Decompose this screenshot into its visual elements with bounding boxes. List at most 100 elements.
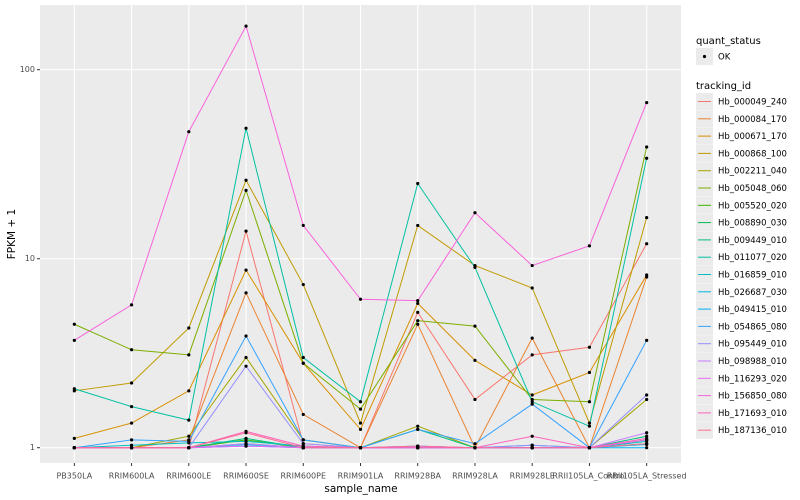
data-point xyxy=(416,427,420,431)
x-tick-label: RRII105LA_Control xyxy=(552,472,626,481)
data-point xyxy=(244,178,248,182)
data-point xyxy=(645,156,649,160)
legend-label: Hb_171693_010 xyxy=(718,409,787,419)
data-point xyxy=(473,358,477,362)
data-point xyxy=(530,400,534,404)
data-point xyxy=(72,338,76,342)
data-point xyxy=(645,397,649,402)
legend-label: Hb_000671_170 xyxy=(718,132,787,142)
x-tick-label: RRIM600PE xyxy=(281,472,327,481)
data-point xyxy=(301,223,305,228)
legend-point xyxy=(702,54,707,59)
data-point xyxy=(416,322,420,326)
data-point xyxy=(473,265,477,269)
data-point xyxy=(244,334,248,338)
data-point xyxy=(358,400,363,404)
data-point xyxy=(473,324,477,328)
data-point xyxy=(244,126,248,130)
data-point xyxy=(358,446,363,450)
data-point xyxy=(244,364,248,368)
data-point xyxy=(244,229,248,233)
data-point xyxy=(645,442,649,446)
data-point xyxy=(645,216,649,220)
legend-label: Hb_187136_010 xyxy=(718,426,787,436)
data-point xyxy=(416,299,420,303)
data-point xyxy=(645,446,649,450)
data-point xyxy=(129,381,134,385)
data-point xyxy=(530,336,534,340)
data-point xyxy=(129,405,134,409)
legend-label: Hb_002211_040 xyxy=(718,167,787,177)
data-point xyxy=(129,446,134,450)
data-point xyxy=(587,446,592,450)
data-point xyxy=(187,353,191,357)
data-point xyxy=(645,436,649,441)
legend-label: Hb_026687_030 xyxy=(718,288,787,298)
data-point xyxy=(244,355,248,360)
data-point xyxy=(129,303,134,307)
data-point xyxy=(530,397,534,402)
data-point xyxy=(129,421,134,425)
x-tick-label: RRIM901LA xyxy=(338,472,384,481)
data-point xyxy=(530,286,534,290)
legend-label: Hb_156850_080 xyxy=(718,392,787,402)
data-point xyxy=(416,223,420,228)
data-point xyxy=(358,297,363,301)
legend-label: Hb_009449_010 xyxy=(718,236,787,246)
data-point xyxy=(244,444,248,448)
data-point xyxy=(645,242,649,246)
legend-title: tracking_id xyxy=(696,81,751,92)
x-tick-label: RRIM600LA xyxy=(109,472,155,481)
legend-label: Hb_008890_030 xyxy=(718,219,787,229)
data-point xyxy=(416,444,420,448)
data-point xyxy=(645,431,649,435)
data-point xyxy=(473,211,477,215)
data-point xyxy=(244,291,248,295)
data-point xyxy=(416,301,420,306)
data-point xyxy=(358,407,363,411)
legend-label: Hb_011077_020 xyxy=(718,253,787,263)
x-tick-label: RRII105LA_Stressed xyxy=(607,472,687,481)
data-point xyxy=(72,436,76,441)
legend-label: Hb_000084_170 xyxy=(718,115,787,125)
legend-label: Hb_016859_010 xyxy=(718,271,787,281)
data-point xyxy=(358,427,363,431)
data-point xyxy=(244,268,248,272)
data-point xyxy=(301,282,305,287)
data-point xyxy=(530,402,534,406)
data-point xyxy=(301,438,305,442)
legend-title: quant_status xyxy=(696,36,761,47)
data-point xyxy=(473,397,477,402)
data-point xyxy=(530,446,534,450)
legend-label: OK xyxy=(718,53,731,63)
y-axis-label: FPKM + 1 xyxy=(6,209,18,259)
legend-label: Hb_116293_020 xyxy=(718,374,787,384)
data-point xyxy=(587,345,592,349)
data-point xyxy=(416,319,420,323)
legend-label: Hb_095449_010 xyxy=(718,340,787,350)
data-point xyxy=(587,244,592,248)
x-tick-label: RRIM928LE xyxy=(510,472,555,481)
data-point xyxy=(587,421,592,425)
data-point xyxy=(187,389,191,393)
data-point xyxy=(244,188,248,192)
data-point xyxy=(645,338,649,342)
data-point xyxy=(187,130,191,134)
data-point xyxy=(244,439,248,443)
data-point xyxy=(129,443,134,447)
legend-label: Hb_005048_060 xyxy=(718,184,787,194)
data-point xyxy=(72,387,76,391)
data-point xyxy=(530,434,534,438)
legend-label: Hb_098988_010 xyxy=(718,357,787,367)
data-point xyxy=(187,446,191,450)
legend-label: Hb_000868_100 xyxy=(718,149,787,159)
data-point xyxy=(645,100,649,105)
data-point xyxy=(645,393,649,397)
y-tick-label: 1 xyxy=(30,443,35,452)
data-point xyxy=(416,310,420,314)
data-point xyxy=(187,326,191,330)
data-point xyxy=(530,263,534,268)
data-point xyxy=(358,421,363,425)
x-tick-label: RRIM928BA xyxy=(394,472,441,481)
